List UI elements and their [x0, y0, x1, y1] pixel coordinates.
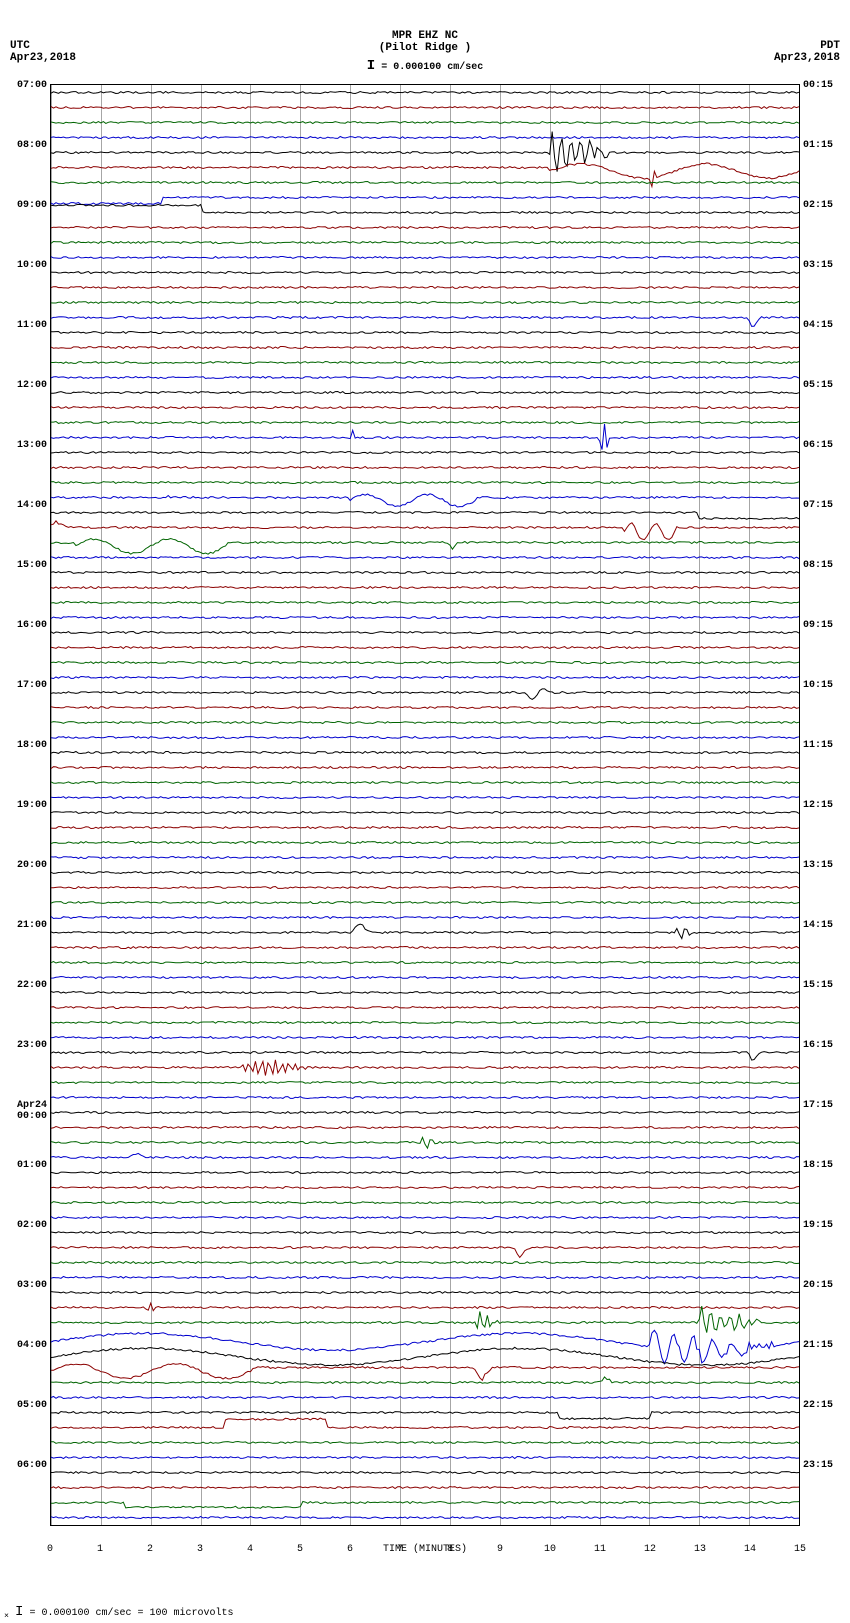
- utc-time-label: 03:00: [3, 1280, 47, 1291]
- utc-time-label: 15:00: [3, 560, 47, 571]
- x-tick-label: 9: [497, 1544, 503, 1555]
- pdt-time-label: 15:15: [803, 980, 847, 991]
- pdt-time-label: 22:15: [803, 1400, 847, 1411]
- pdt-time-label: 02:15: [803, 200, 847, 211]
- x-tick-label: 13: [694, 1544, 706, 1555]
- pdt-time-label: 10:15: [803, 680, 847, 691]
- date-right-label: Apr23,2018: [774, 52, 840, 64]
- station-label: MPR EHZ NC: [0, 30, 850, 42]
- x-tick-label: 12: [644, 1544, 656, 1555]
- x-axis: TIME (MINUTES) 0123456789101112131415: [50, 1544, 800, 1584]
- pdt-time-label: 05:15: [803, 380, 847, 391]
- pdt-time-label: 09:15: [803, 620, 847, 631]
- x-tick-label: 4: [247, 1544, 253, 1555]
- seismogram-container: UTC Apr23,2018 PDT Apr23,2018 MPR EHZ NC…: [0, 0, 850, 1621]
- pdt-time-label: 12:15: [803, 800, 847, 811]
- plot-area: 07:0008:0009:0010:0011:0012:0013:0014:00…: [50, 84, 800, 1526]
- x-tick-label: 7: [397, 1544, 403, 1555]
- utc-time-label: 11:00: [3, 320, 47, 331]
- utc-time-label: 08:00: [3, 140, 47, 151]
- pdt-time-label: 06:15: [803, 440, 847, 451]
- pdt-time-label: 17:15: [803, 1100, 847, 1111]
- utc-time-label: 05:00: [3, 1400, 47, 1411]
- pdt-time-label: 01:15: [803, 140, 847, 151]
- date-left-label: Apr23,2018: [10, 52, 76, 64]
- utc-time-label: 14:00: [3, 500, 47, 511]
- utc-time-label: 13:00: [3, 440, 47, 451]
- utc-time-label: 17:00: [3, 680, 47, 691]
- seismic-trace: [51, 1510, 799, 1525]
- x-tick-label: 5: [297, 1544, 303, 1555]
- x-axis-title: TIME (MINUTES): [50, 1544, 800, 1555]
- x-tick-label: 15: [794, 1544, 806, 1555]
- location-label: (Pilot Ridge ): [0, 42, 850, 54]
- pdt-time-label: 08:15: [803, 560, 847, 571]
- tz-left-label: UTC: [10, 40, 76, 52]
- pdt-time-label: 21:15: [803, 1340, 847, 1351]
- utc-time-label: 09:00: [3, 200, 47, 211]
- grid-line: [799, 85, 800, 1525]
- tz-right-label: PDT: [774, 40, 840, 52]
- x-tick-label: 2: [147, 1544, 153, 1555]
- header-right: PDT Apr23,2018: [774, 40, 840, 64]
- pdt-time-label: 00:15: [803, 80, 847, 91]
- utc-time-label: 02:00: [3, 1220, 47, 1231]
- pdt-time-label: 11:15: [803, 740, 847, 751]
- utc-time-label: 19:00: [3, 800, 47, 811]
- utc-time-label: 20:00: [3, 860, 47, 871]
- x-tick-label: 0: [47, 1544, 53, 1555]
- pdt-time-label: 14:15: [803, 920, 847, 931]
- pdt-time-label: 04:15: [803, 320, 847, 331]
- pdt-time-label: 19:15: [803, 1220, 847, 1231]
- pdt-time-label: 13:15: [803, 860, 847, 871]
- x-tick-label: 8: [447, 1544, 453, 1555]
- utc-time-label: 16:00: [3, 620, 47, 631]
- utc-time-label: 22:00: [3, 980, 47, 991]
- pdt-time-label: 16:15: [803, 1040, 847, 1051]
- utc-time-label: 10:00: [3, 260, 47, 271]
- utc-time-label: 04:00: [3, 1340, 47, 1351]
- pdt-time-label: 18:15: [803, 1160, 847, 1171]
- pdt-time-label: 23:15: [803, 1460, 847, 1471]
- x-tick-label: 10: [544, 1544, 556, 1555]
- utc-time-label: 12:00: [3, 380, 47, 391]
- x-tick-label: 6: [347, 1544, 353, 1555]
- x-tick-label: 11: [594, 1544, 606, 1555]
- utc-time-label: 18:00: [3, 740, 47, 751]
- utc-time-label: 23:00: [3, 1040, 47, 1051]
- utc-time-label: 21:00: [3, 920, 47, 931]
- pdt-time-label: 20:15: [803, 1280, 847, 1291]
- utc-time-label: 07:00: [3, 80, 47, 91]
- x-tick-label: 14: [744, 1544, 756, 1555]
- header-center: MPR EHZ NC (Pilot Ridge ) I = 0.000100 c…: [0, 0, 850, 74]
- pdt-time-label: 03:15: [803, 260, 847, 271]
- utc-time-label: 06:00: [3, 1460, 47, 1471]
- utc-time-label: 01:00: [3, 1160, 47, 1171]
- utc-time-label: Apr24 00:00: [3, 1100, 47, 1122]
- x-tick-label: 3: [197, 1544, 203, 1555]
- x-tick-label: 1: [97, 1544, 103, 1555]
- pdt-time-label: 07:15: [803, 500, 847, 511]
- header-left: UTC Apr23,2018: [10, 40, 76, 64]
